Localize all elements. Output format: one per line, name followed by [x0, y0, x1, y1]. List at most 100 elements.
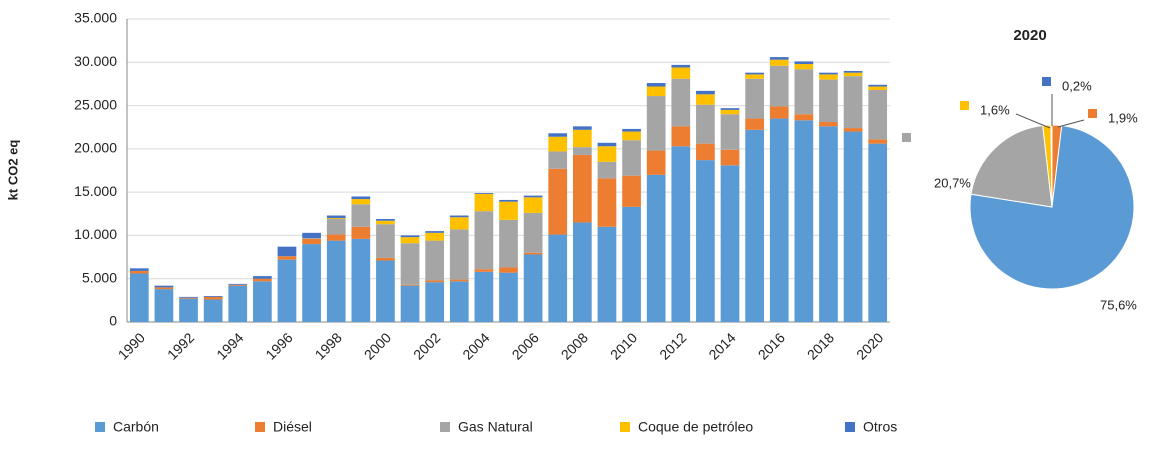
bar-segment — [843, 131, 863, 322]
bar-segment — [400, 285, 420, 322]
bar-segment — [769, 65, 789, 107]
bar-segment — [400, 284, 420, 286]
bar-segment — [277, 259, 297, 322]
pie-label: 20,7% — [934, 175, 971, 190]
pie-slice — [970, 124, 1053, 208]
bar-segment — [449, 217, 469, 230]
bar-segment — [425, 240, 445, 281]
bar-segment — [376, 224, 395, 258]
bar-segment — [228, 285, 248, 322]
bar-segment — [523, 212, 543, 253]
bar-segment — [499, 272, 518, 322]
legend-label: Otros — [863, 419, 897, 435]
bar-segment — [622, 140, 641, 176]
x-tick-label: 2018 — [804, 329, 837, 362]
bar-segment — [868, 143, 888, 322]
bar-segment — [203, 296, 223, 300]
bar-segment — [720, 108, 740, 110]
legend-swatch — [95, 422, 105, 432]
leader-line — [1057, 119, 1085, 128]
bar-segment — [622, 131, 641, 141]
bar-segment — [499, 199, 518, 202]
bar-segment — [720, 114, 740, 150]
bar-segment — [154, 285, 174, 288]
label-key — [960, 101, 969, 110]
x-tick-label: 1998 — [312, 329, 345, 362]
bar-segment — [572, 222, 592, 322]
leader-line — [1015, 113, 1051, 129]
bar-segment — [696, 160, 715, 322]
bar-segment — [745, 118, 764, 130]
bar-segment — [794, 114, 814, 121]
x-tick-label: 1990 — [115, 329, 148, 362]
bar-segment — [548, 151, 568, 169]
bar-segment — [326, 218, 346, 219]
bar-segment — [548, 136, 568, 152]
bar-segment — [326, 218, 346, 235]
bar-segment — [843, 72, 863, 77]
bar-segment — [499, 219, 518, 268]
bar-segment — [720, 109, 740, 115]
bar-segment — [769, 106, 789, 119]
bar-segment — [819, 72, 838, 75]
bar-segment — [523, 197, 543, 213]
x-tick-label: 2020 — [853, 329, 886, 362]
bar-segment — [671, 64, 691, 68]
x-tick-label: 2008 — [558, 329, 591, 362]
bar-segment — [622, 175, 641, 207]
bar-segment — [253, 276, 272, 279]
bar-segment — [253, 278, 272, 282]
bar-segment — [425, 231, 445, 233]
y-tick-label: 10.000 — [74, 226, 117, 242]
bar-segment — [622, 128, 641, 132]
bar-segment — [474, 269, 494, 272]
bar-segment — [277, 246, 297, 257]
bar-segment — [228, 283, 248, 285]
bar-segment — [646, 83, 666, 87]
bar-segment — [351, 226, 371, 239]
bar-segment — [696, 90, 715, 95]
bar-segment — [474, 271, 494, 322]
bar-segment — [671, 126, 691, 147]
x-tick-label: 2010 — [607, 329, 640, 362]
bar-segment — [794, 61, 814, 65]
bar-segment — [425, 232, 445, 241]
bar-segment — [277, 256, 297, 260]
bar-segment — [646, 174, 666, 322]
bar-segment — [326, 240, 346, 322]
y-tick-label: 0 — [109, 313, 117, 329]
x-tick-label: 2000 — [361, 329, 394, 362]
y-tick-label: 15.000 — [74, 183, 117, 199]
y-tick-label: 20.000 — [74, 140, 117, 156]
bar-segment — [376, 218, 395, 221]
bar-segment — [499, 267, 518, 273]
bar-segment — [548, 234, 568, 322]
bar-segment — [696, 104, 715, 144]
bar-segment — [597, 142, 617, 147]
bar-segment — [843, 128, 863, 132]
x-tick-label: 2012 — [656, 329, 689, 362]
pie-label: 0,2% — [1062, 78, 1092, 93]
bar-segment — [228, 284, 248, 286]
pie-label: 75,6% — [1100, 297, 1137, 312]
bar-segment — [720, 149, 740, 166]
legend-label: Gas Natural — [458, 419, 533, 435]
y-axis-label: kt CO2 eq — [5, 140, 20, 201]
bar-segment — [671, 78, 691, 127]
bar-segment — [302, 244, 321, 322]
x-tick-label: 1996 — [262, 329, 295, 362]
legend-label: Coque de petróleo — [638, 419, 753, 435]
x-tick-label: 2006 — [509, 329, 542, 362]
bar-segment — [696, 143, 715, 161]
bar-segment — [819, 79, 838, 123]
legend-label: Carbón — [113, 419, 159, 435]
bar-segment — [203, 299, 223, 322]
bar-segment — [351, 238, 371, 322]
bar-segment — [302, 238, 321, 245]
x-tick-label: 2014 — [705, 329, 738, 362]
bar-segment — [646, 150, 666, 175]
bar-segment — [597, 146, 617, 162]
bar-segment — [400, 243, 420, 285]
bar-segment — [597, 226, 617, 322]
